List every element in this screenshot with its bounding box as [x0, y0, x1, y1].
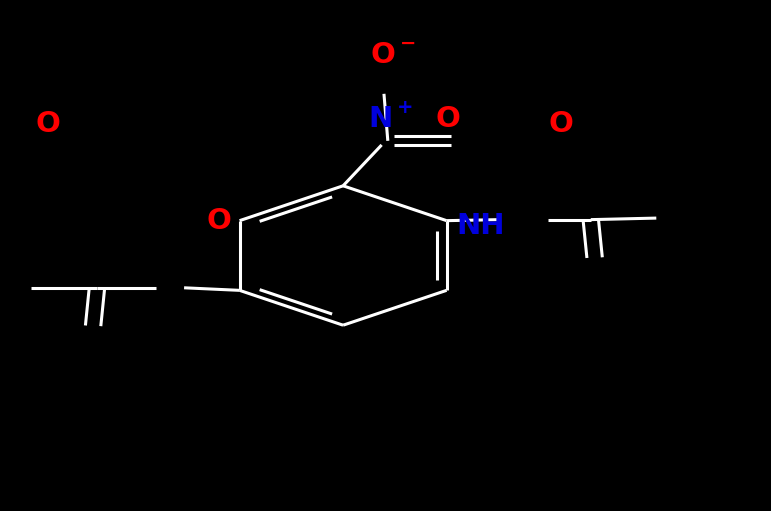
Text: NH: NH	[456, 212, 504, 240]
Text: O: O	[436, 105, 460, 132]
Text: O: O	[35, 110, 60, 137]
Text: −: −	[400, 34, 417, 53]
Text: O: O	[548, 110, 573, 137]
Text: N: N	[369, 105, 393, 132]
Text: +: +	[397, 98, 414, 117]
Text: O: O	[371, 41, 396, 69]
Text: O: O	[207, 207, 231, 235]
